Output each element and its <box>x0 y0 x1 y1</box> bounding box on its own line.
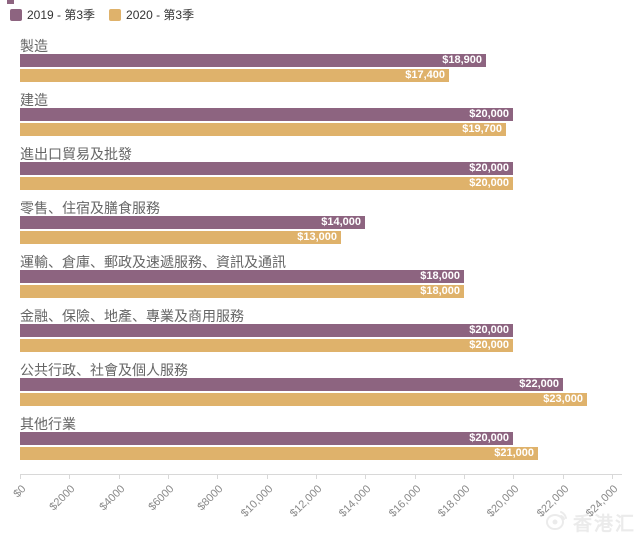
chart-row: 金融、保險、地產、專業及商用服務 $20,000 $20,000 <box>20 306 620 360</box>
x-axis-tick <box>267 474 268 479</box>
watermark-text: 香港汇 <box>572 514 636 535</box>
weibo-watermark: 香港汇 <box>544 507 636 538</box>
bar-2020-q3[interactable]: $23,000 <box>20 393 587 406</box>
bar-2020-q3[interactable]: $20,000 <box>20 339 513 352</box>
bar-value-label: $13,000 <box>297 231 337 243</box>
bar-2019-q3[interactable]: $22,000 <box>20 378 563 391</box>
bar-2020-q3[interactable]: $20,000 <box>20 177 513 190</box>
chart-row: 進出口貿易及批發 $20,000 $20,000 <box>20 144 620 198</box>
chart-row: 其他行業 $20,000 $21,000 <box>20 414 620 468</box>
x-axis-tick <box>415 474 416 479</box>
legend-item-2019-q3[interactable]: 2019 - 第3季 <box>10 6 95 23</box>
category-label: 進出口貿易及批發 <box>20 146 132 162</box>
bar-value-label: $14,000 <box>321 216 361 228</box>
bar-2020-q3[interactable]: $21,000 <box>20 447 538 460</box>
chart-row: 運輸、倉庫、郵政及速遞服務、資訊及通訊 $18,000 $18,000 <box>20 252 620 306</box>
bar-2019-q3[interactable]: $20,000 <box>20 162 513 175</box>
bar-value-label: $23,000 <box>543 393 583 405</box>
bar-2019-q3[interactable]: $20,000 <box>20 108 513 121</box>
legend-label: 2019 - 第3季 <box>27 8 96 22</box>
bar-value-label: $22,000 <box>519 378 559 390</box>
category-label: 金融、保險、地產、專業及商用服務 <box>20 308 244 324</box>
x-axis-tick <box>316 474 317 479</box>
bar-value-label: $20,000 <box>469 162 509 174</box>
chart-row: 公共行政、社會及個人服務 $22,000 $23,000 <box>20 360 620 414</box>
legend-swatch-icon <box>10 8 22 21</box>
x-axis-tick <box>612 474 613 479</box>
x-axis-tick <box>20 474 21 479</box>
bar-value-label: $20,000 <box>469 324 509 336</box>
x-axis-line <box>20 474 622 475</box>
bar-2019-q3[interactable]: $18,900 <box>20 54 486 67</box>
bar-value-label: $18,000 <box>420 270 460 282</box>
chart-row: 建造 $20,000 $19,700 <box>20 90 620 144</box>
chart-row: 零售、住宿及膳食服務 $14,000 $13,000 <box>20 198 620 252</box>
bar-value-label: $20,000 <box>469 339 509 351</box>
bar-2020-q3[interactable]: $13,000 <box>20 231 341 244</box>
bar-value-label: $21,000 <box>494 447 534 459</box>
chart-row: 製造 $18,900 $17,400 <box>20 36 620 90</box>
legend-label: 2020 - 第3季 <box>126 8 195 22</box>
x-axis-tick <box>513 474 514 479</box>
bar-2019-q3[interactable]: $20,000 <box>20 324 513 337</box>
legend-item-2020-q3[interactable]: 2020 - 第3季 <box>109 6 194 23</box>
x-axis-tick <box>464 474 465 479</box>
legend-swatch-icon <box>109 8 122 21</box>
bar-value-label: $20,000 <box>469 177 509 189</box>
legend: 2019 - 第3季 2020 - 第3季 <box>10 6 194 23</box>
bar-value-label: $20,000 <box>469 432 509 444</box>
bar-2020-q3[interactable]: $19,700 <box>20 123 506 136</box>
decorative-fragment <box>7 0 14 4</box>
category-label: 公共行政、社會及個人服務 <box>20 362 188 378</box>
bar-2019-q3[interactable]: $18,000 <box>20 270 464 283</box>
bar-value-label: $19,700 <box>462 123 502 135</box>
x-axis-tick <box>365 474 366 479</box>
x-axis-tick <box>563 474 564 479</box>
x-axis-tick <box>69 474 70 479</box>
bar-value-label: $17,400 <box>405 69 445 81</box>
bar-value-label: $18,900 <box>442 54 482 66</box>
category-label: 零售、住宿及膳食服務 <box>20 200 160 216</box>
category-label: 製造 <box>20 38 48 54</box>
category-label: 其他行業 <box>20 416 76 432</box>
category-label: 建造 <box>20 92 48 108</box>
bar-2020-q3[interactable]: $17,400 <box>20 69 449 82</box>
x-axis-tick <box>217 474 218 479</box>
bar-value-label: $20,000 <box>469 108 509 120</box>
bar-2019-q3[interactable]: $20,000 <box>20 432 513 445</box>
bar-2019-q3[interactable]: $14,000 <box>20 216 365 229</box>
bar-value-label: $18,000 <box>420 285 460 297</box>
category-label: 運輸、倉庫、郵政及速遞服務、資訊及通訊 <box>20 254 286 270</box>
x-axis-tick <box>119 474 120 479</box>
x-axis-tick <box>168 474 169 479</box>
bar-2020-q3[interactable]: $18,000 <box>20 285 464 298</box>
weibo-logo-icon <box>544 507 570 538</box>
